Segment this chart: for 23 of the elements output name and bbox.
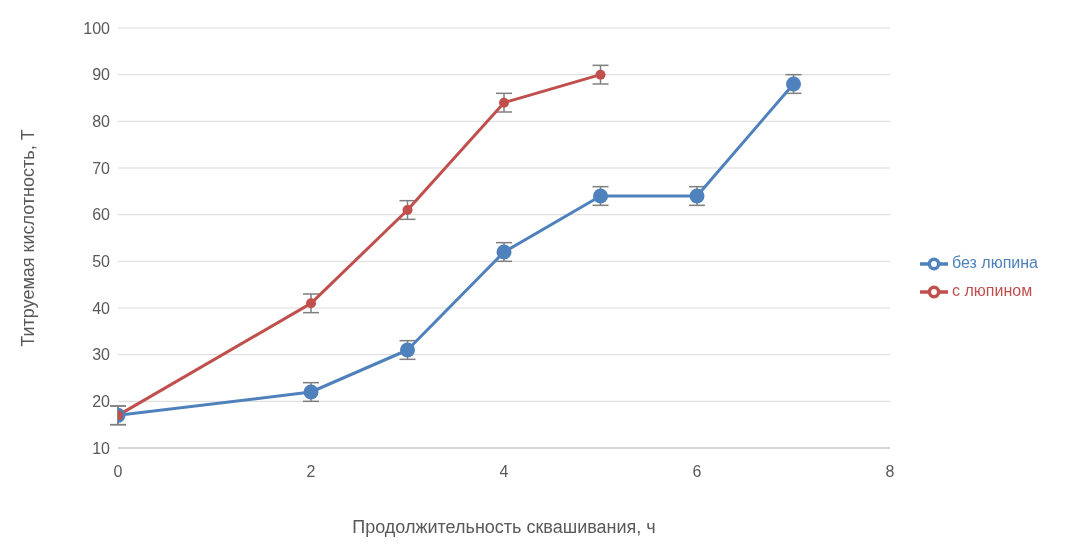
point: [402, 205, 413, 215]
legend-label: с люпином: [952, 282, 1033, 300]
x-tick-label: 4: [499, 463, 509, 481]
y-tick-label: 80: [92, 113, 111, 131]
x-tick-label: 8: [885, 463, 895, 481]
y-tick-label: 50: [92, 253, 111, 271]
x-tick-label: 6: [692, 463, 702, 481]
y-tick-label: 20: [92, 393, 111, 411]
x-axis-title: Продолжительность сквашивания, ч: [352, 517, 656, 537]
y-tick-label: 70: [92, 159, 111, 177]
point: [595, 69, 606, 80]
y-tick-label: 100: [83, 19, 111, 37]
y-tick-label: 90: [92, 66, 111, 84]
legend-label: без люпина: [952, 254, 1038, 272]
x-tick-label: 2: [306, 463, 316, 481]
point: [306, 298, 316, 309]
y-tick-label: 30: [92, 346, 111, 364]
y-tick-label: 60: [92, 206, 111, 224]
x-tick-label: 0: [113, 463, 123, 481]
y-tick-label: 10: [92, 439, 111, 457]
y-axis-title: Титруемая кислотность, Т: [18, 129, 39, 347]
point: [499, 97, 510, 108]
y-tick-label: 40: [92, 299, 111, 317]
